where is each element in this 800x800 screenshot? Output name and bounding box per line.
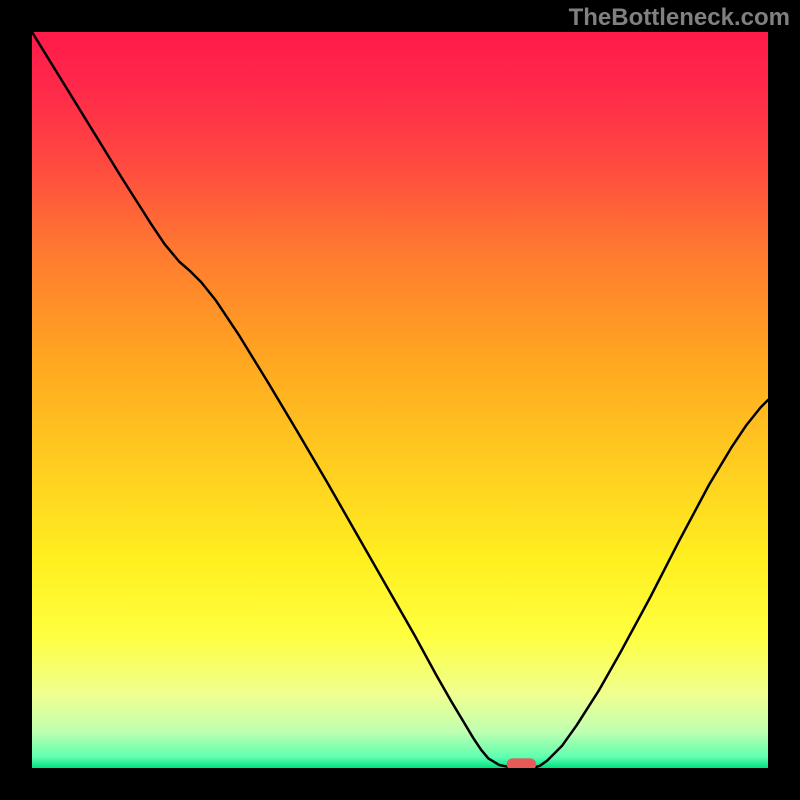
chart-container: TheBottleneck.com — [0, 0, 800, 800]
optimum-marker — [507, 758, 536, 768]
watermark-text: TheBottleneck.com — [569, 4, 790, 32]
gradient-background — [32, 32, 768, 768]
plot-svg — [32, 32, 768, 768]
